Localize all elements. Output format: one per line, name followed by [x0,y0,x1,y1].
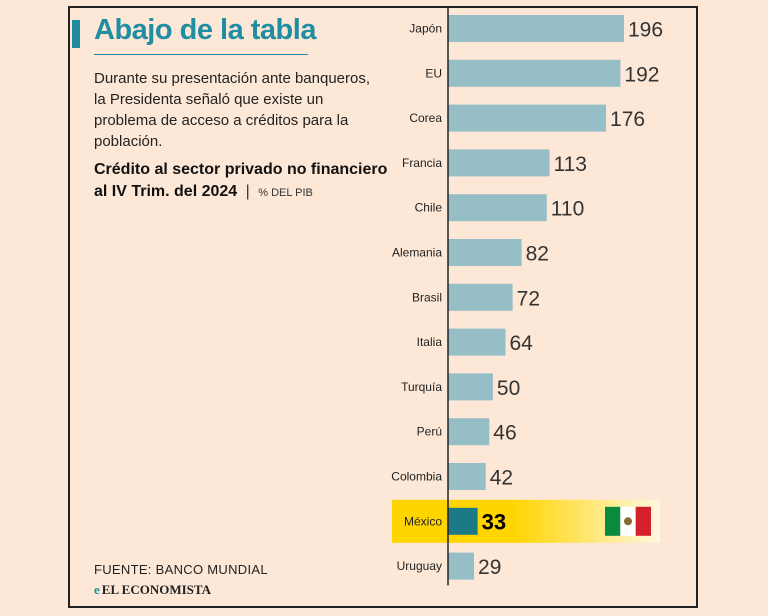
subtitle-separator: | [245,183,250,200]
value-label: 64 [509,332,533,355]
category-label: Corea [409,111,442,125]
bar [448,507,478,535]
value-label: 29 [478,556,501,579]
bar [448,552,475,580]
category-label: Perú [417,425,442,439]
bar [448,15,624,42]
category-label: Francia [402,156,442,170]
category-label: EU [425,66,442,80]
value-label: 46 [493,422,516,445]
bar [448,149,550,177]
page-title: Abajo de la tabla [94,14,316,46]
value-label: 50 [497,377,520,400]
chart-subtitle: Crédito al sector privado no financiero … [94,159,394,204]
category-label: Japón [409,22,442,36]
category-label: Chile [415,201,443,215]
value-label: 113 [553,153,586,176]
title-block: Abajo de la tabla [72,14,316,58]
category-label: Turquía [401,380,442,394]
logo-icon: e [94,582,100,597]
bar [448,239,522,266]
value-label: 82 [526,243,549,266]
title-underline [94,54,308,55]
value-label: 33 [482,509,506,534]
value-label: 192 [624,63,659,86]
value-label: 42 [490,467,513,490]
title-accent-bar [72,20,80,48]
value-label: 176 [610,108,645,131]
bar [448,59,621,87]
category-label: Italia [417,335,443,349]
bar [448,373,493,401]
bar [448,328,506,356]
subtitle-main: Crédito al sector privado no financiero … [94,161,388,200]
value-label: 72 [517,287,540,310]
value-label: 196 [628,19,663,42]
subtitle-unit: % DEL PIB [258,187,313,199]
logo-text: EL ECONOMISTA [101,582,211,597]
value-label: 110 [551,198,584,221]
bar [448,283,513,311]
mexico-flag-icon [605,506,651,536]
bar [448,418,490,446]
source-note: FUENTE: BANCO MUNDIAL [94,562,268,577]
bar [448,463,486,490]
description-text: Durante su presentación ante banqueros, … [94,70,371,150]
category-label: México [404,514,442,528]
category-label: Colombia [391,470,442,484]
bar [448,194,547,222]
category-label: Alemania [392,246,442,260]
category-label: Brasil [412,290,442,304]
bar [448,104,607,132]
category-label: Uruguay [397,559,442,573]
publisher-logo: e EL ECONOMISTA [94,582,211,598]
